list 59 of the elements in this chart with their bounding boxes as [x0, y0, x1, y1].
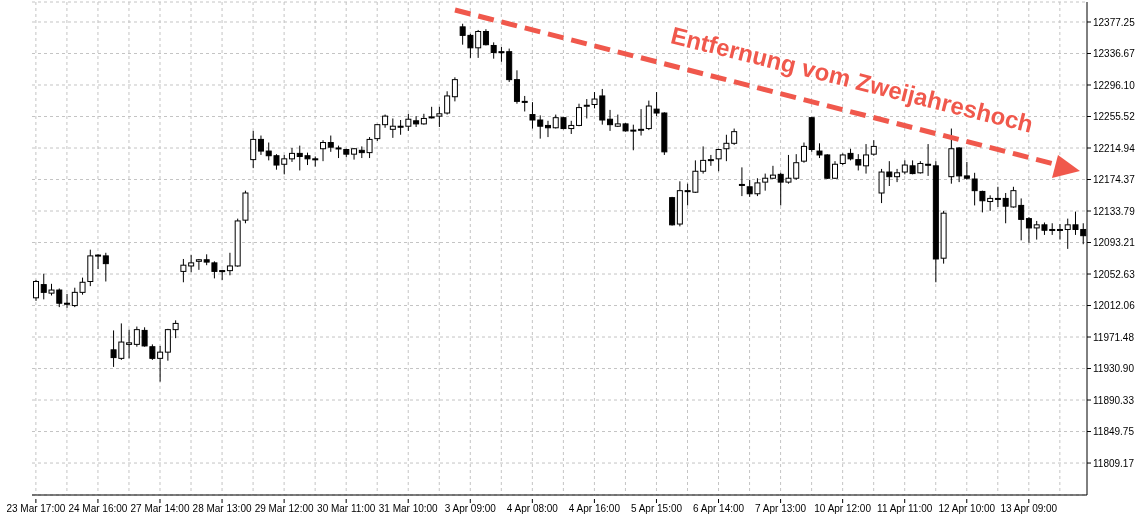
candlestick — [544, 120, 551, 138]
candlestick — [513, 69, 520, 105]
candlestick — [583, 98, 590, 119]
y-tick-label: 12133.79 — [1093, 205, 1136, 217]
candlestick — [64, 293, 71, 309]
x-tick-label: 30 Mar 11:00 — [317, 503, 376, 514]
x-tick-label: 24 Mar 16:00 — [68, 503, 128, 514]
x-tick-label: 10 Apr 12:00 — [814, 503, 872, 514]
candlestick — [738, 166, 745, 197]
candlestick — [1056, 223, 1063, 241]
y-tick-label: 11809.17 — [1093, 457, 1135, 469]
x-tick-label: 31 Mar 10:00 — [378, 503, 439, 514]
candlestick — [226, 252, 233, 276]
candlestick — [95, 253, 102, 270]
candlestick — [769, 165, 776, 180]
y-tick-label: 11971.48 — [1093, 331, 1135, 343]
candlestick — [638, 108, 645, 137]
candlestick — [320, 139, 327, 162]
x-tick-label: 23 Mar 17:00 — [6, 503, 66, 514]
x-tick-label: 11 Apr 11:00 — [877, 503, 933, 514]
x-tick-label: 12 Apr 10:00 — [938, 503, 996, 514]
candlestick — [451, 76, 458, 102]
y-tick-label: 12296.10 — [1093, 79, 1136, 91]
y-tick-label: 12255.52 — [1093, 111, 1136, 123]
y-tick-label: 12174.37 — [1093, 174, 1136, 186]
x-tick-label: 28 Mar 13:00 — [192, 503, 252, 514]
candlestick — [250, 130, 257, 169]
y-tick-label: 12012.06 — [1093, 300, 1136, 312]
x-tick-label: 7 Apr 13:00 — [755, 503, 807, 514]
y-tick-label: 11849.75 — [1093, 426, 1135, 438]
x-tick-label: 6 Apr 14:00 — [692, 503, 745, 514]
x-tick-label: 29 Mar 12:00 — [254, 503, 315, 514]
candlestick — [863, 143, 870, 175]
candlestick — [925, 143, 932, 177]
candlestick — [994, 186, 1001, 208]
y-tick-label: 12377.25 — [1093, 16, 1136, 28]
candlestick — [257, 135, 264, 156]
candlestick — [33, 279, 39, 302]
candlestick — [894, 168, 901, 183]
y-tick-label: 11890.33 — [1093, 394, 1135, 406]
y-tick-label: 12052.63 — [1093, 268, 1136, 280]
candlestick — [707, 154, 714, 167]
candlestick — [607, 109, 614, 132]
x-tick-label: 4 Apr 16:00 — [568, 503, 621, 514]
candlestick — [195, 258, 202, 271]
candlestick — [800, 142, 807, 164]
y-tick-label: 12093.21 — [1093, 237, 1136, 249]
y-tick-label: 12336.67 — [1093, 48, 1136, 60]
x-tick-label: 4 Apr 08:00 — [506, 503, 559, 514]
y-tick-label: 11930.90 — [1093, 363, 1135, 375]
candlestick — [1025, 216, 1032, 244]
x-tick-label: 27 Mar 14:00 — [130, 503, 190, 514]
candlestick — [102, 252, 109, 282]
x-tick-label: 3 Apr 09:00 — [444, 503, 497, 514]
x-tick-label: 5 Apr 15:00 — [630, 503, 683, 514]
x-tick-label: 13 Apr 09:00 — [1000, 503, 1058, 514]
candlestick — [288, 147, 295, 163]
y-tick-label: 12214.94 — [1093, 142, 1136, 154]
candlestick — [126, 329, 133, 359]
